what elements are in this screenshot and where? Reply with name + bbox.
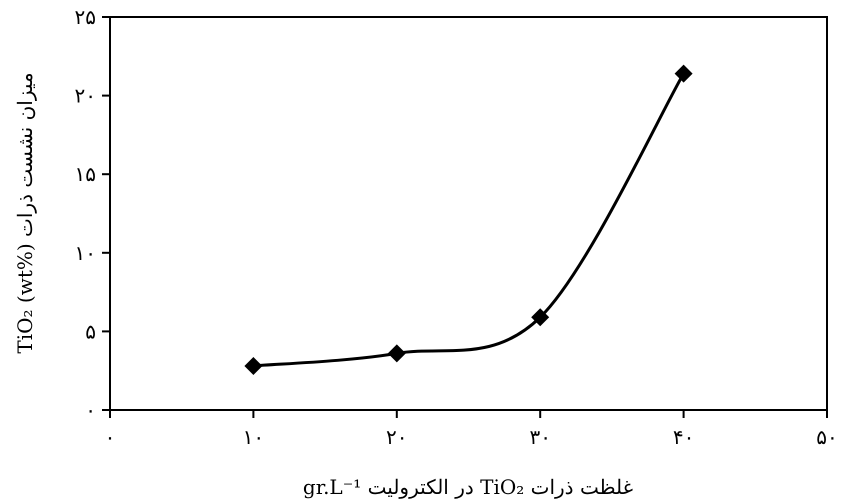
x-axis-title: غلظت ذرات TiO₂ در الکترولیت gr.L⁻¹ bbox=[303, 475, 633, 499]
y-tick-label: ۱۰ bbox=[75, 241, 96, 265]
y-tick-label: ۱۵ bbox=[75, 162, 96, 186]
y-axis-title: میزان نشست ذرات TiO₂ (wt%) bbox=[13, 72, 37, 353]
y-tick-label: ۲۰ bbox=[75, 84, 96, 108]
y-axis-ticks: ۰ ۵ ۱۰ ۱۵ ۲۰ ۲۵ bbox=[75, 5, 110, 422]
x-tick-label: ۰ bbox=[105, 425, 116, 449]
x-tick-label: ۴۰ bbox=[673, 425, 694, 449]
data-point-marker bbox=[244, 356, 263, 375]
x-tick-label: ۵۰ bbox=[816, 425, 837, 449]
x-tick-label: ۳۰ bbox=[529, 425, 550, 449]
series-markers bbox=[244, 64, 693, 375]
x-axis-ticks: ۰ ۱۰ ۲۰ ۳۰ ۴۰ ۵۰ bbox=[105, 410, 838, 449]
x-tick-label: ۱۰ bbox=[243, 425, 264, 449]
x-tick-label: ۲۰ bbox=[386, 425, 407, 449]
plot-area-frame bbox=[109, 16, 828, 411]
data-point-marker bbox=[387, 344, 406, 363]
y-tick-label: ۰ bbox=[85, 398, 96, 422]
data-point-marker bbox=[531, 308, 550, 327]
y-tick-label: ۲۵ bbox=[75, 5, 96, 29]
data-point-marker bbox=[674, 64, 693, 83]
y-tick-label: ۵ bbox=[85, 319, 96, 343]
series-line bbox=[253, 72, 685, 368]
